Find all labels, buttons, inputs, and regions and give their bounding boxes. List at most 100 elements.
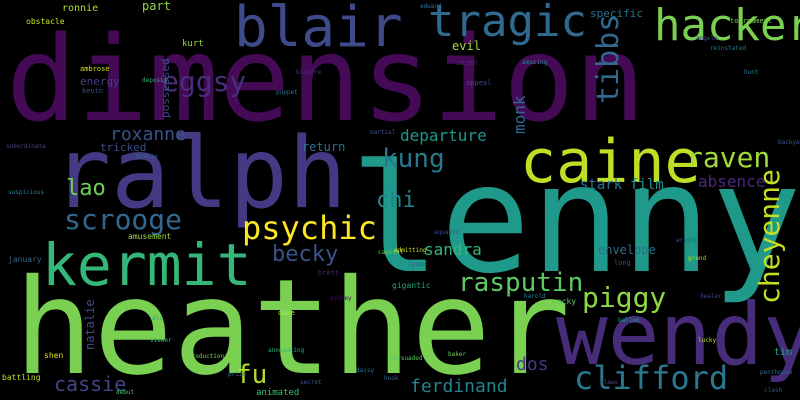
word-return: return xyxy=(302,140,346,154)
word-raven: raven xyxy=(686,141,771,174)
word-chi: chi xyxy=(376,188,416,213)
word-hacker: hacker xyxy=(654,0,800,51)
word-becky: becky xyxy=(272,242,339,267)
word-ferdinand: ferdinand xyxy=(410,376,508,397)
word-tim: tim xyxy=(774,347,793,358)
word-amazing: amazing xyxy=(522,59,548,66)
word-daisy: daisy xyxy=(356,367,375,374)
word-roxanne: roxanne xyxy=(110,124,186,145)
word-shen: shen xyxy=(44,351,64,360)
word-heather: heather xyxy=(14,251,571,400)
word-penthouse: penthouse xyxy=(760,369,793,376)
word-clash: clash xyxy=(764,387,783,394)
word-backyard: backyard xyxy=(778,139,800,146)
word-secret: secret xyxy=(300,379,322,386)
word-appeal: appeal xyxy=(466,79,492,87)
word-ralph: ralph xyxy=(52,117,348,231)
word-sandra: sandra xyxy=(424,240,482,259)
word-gracie: gracie xyxy=(136,153,158,160)
word-psychic: psychic xyxy=(242,209,377,247)
word-long: long xyxy=(614,259,631,267)
word-stark: stark xyxy=(580,177,623,193)
word-kurt: kurt xyxy=(182,39,204,49)
word-baker: baker xyxy=(448,351,467,358)
word-departure: departure xyxy=(400,126,487,145)
word-kermit: kermit xyxy=(42,231,252,299)
word-piggy: piggy xyxy=(582,281,667,314)
word-specific: specific xyxy=(590,7,643,20)
word-evil: evil xyxy=(452,39,481,53)
word-ambrose: ambrose xyxy=(80,65,110,73)
word-gigantic: gigantic xyxy=(392,281,431,290)
word-aquatic: aquatic xyxy=(434,229,460,236)
word-eggsy: eggsy xyxy=(162,65,247,98)
word-edward: edward xyxy=(420,3,442,10)
word-lycan: lycan xyxy=(408,261,427,268)
word-persuaded: persuaded xyxy=(390,355,423,362)
word-lenny: lenny xyxy=(350,133,800,307)
word-deposit: deposit xyxy=(142,77,168,84)
word-announcing: announcing xyxy=(268,347,305,354)
word-cassie: cassie xyxy=(54,372,127,396)
word-ali: ali xyxy=(152,315,163,322)
word-dos: dos xyxy=(516,354,549,375)
word-blair: blair xyxy=(234,0,403,60)
word-energy: energy xyxy=(80,75,120,88)
word-duke: duke xyxy=(278,309,295,317)
word-wendy: wendy xyxy=(556,285,800,385)
word-tournament: tournament xyxy=(730,17,773,25)
word-hook: hook xyxy=(384,375,399,382)
word-bizarre: bizarre xyxy=(296,69,322,76)
word-rocky: rocky xyxy=(552,297,577,306)
word-capital: capital xyxy=(378,249,404,256)
word-reinstated: reinstated xyxy=(710,45,747,52)
word-natalie: natalie xyxy=(83,299,97,350)
word-ballon: ballon xyxy=(618,317,640,324)
word-animated: animated xyxy=(256,388,300,398)
word-obstacle: obstacle xyxy=(26,17,65,26)
word-tragic: tragic xyxy=(428,0,587,47)
word-harold: harold xyxy=(524,293,546,300)
word-january: january xyxy=(8,255,42,264)
word-sarah: sarah xyxy=(456,59,478,67)
word-ashley: ashley xyxy=(330,295,352,302)
word-grand: grand xyxy=(688,255,707,262)
word-dimension: dimension xyxy=(6,10,646,148)
word-puppet: puppet xyxy=(276,89,298,96)
word-scrooge: scrooge xyxy=(64,203,183,236)
word-battling: battling xyxy=(2,373,41,382)
word-film: film xyxy=(630,177,664,193)
word-tibbs: tibbs xyxy=(591,13,626,104)
word-subordinate: subordinate xyxy=(6,143,46,150)
word-tricked: tricked xyxy=(100,141,147,154)
word-debut: debut xyxy=(116,389,135,396)
word-envelope: envelope xyxy=(598,243,656,257)
word-part: part xyxy=(142,0,171,13)
word-martial: martial xyxy=(370,129,396,136)
word-angela: angela xyxy=(696,35,718,42)
word-wright: wright xyxy=(676,237,698,244)
word-lao: lao xyxy=(66,176,106,201)
word-lucky: lucky xyxy=(698,337,717,344)
word-ronnie: ronnie xyxy=(62,3,99,14)
word-clifford: clifford xyxy=(574,359,729,397)
word-hunt: hunt xyxy=(744,69,759,76)
word-production: production xyxy=(188,353,225,360)
word-rasputin: rasputin xyxy=(458,268,584,298)
word-fu: fu xyxy=(236,360,268,390)
word-brett: brett xyxy=(318,269,340,277)
word-kevin: kevin xyxy=(82,87,104,95)
word-suspicious: suspicious xyxy=(8,189,45,196)
word-caine: caine xyxy=(520,127,701,197)
word-admitting: admitting xyxy=(394,247,427,254)
word-claws: claws xyxy=(600,379,619,386)
word-monk: monk xyxy=(510,95,529,134)
word-absence: absence xyxy=(698,172,766,191)
word-viewer: viewer xyxy=(150,337,172,344)
word-kung: kung xyxy=(382,144,445,174)
word-possessed: possessed xyxy=(159,58,172,118)
word-dealer: dealer xyxy=(700,293,722,300)
word-prize: prize xyxy=(228,371,247,378)
word-amusement: amusement xyxy=(128,232,172,241)
